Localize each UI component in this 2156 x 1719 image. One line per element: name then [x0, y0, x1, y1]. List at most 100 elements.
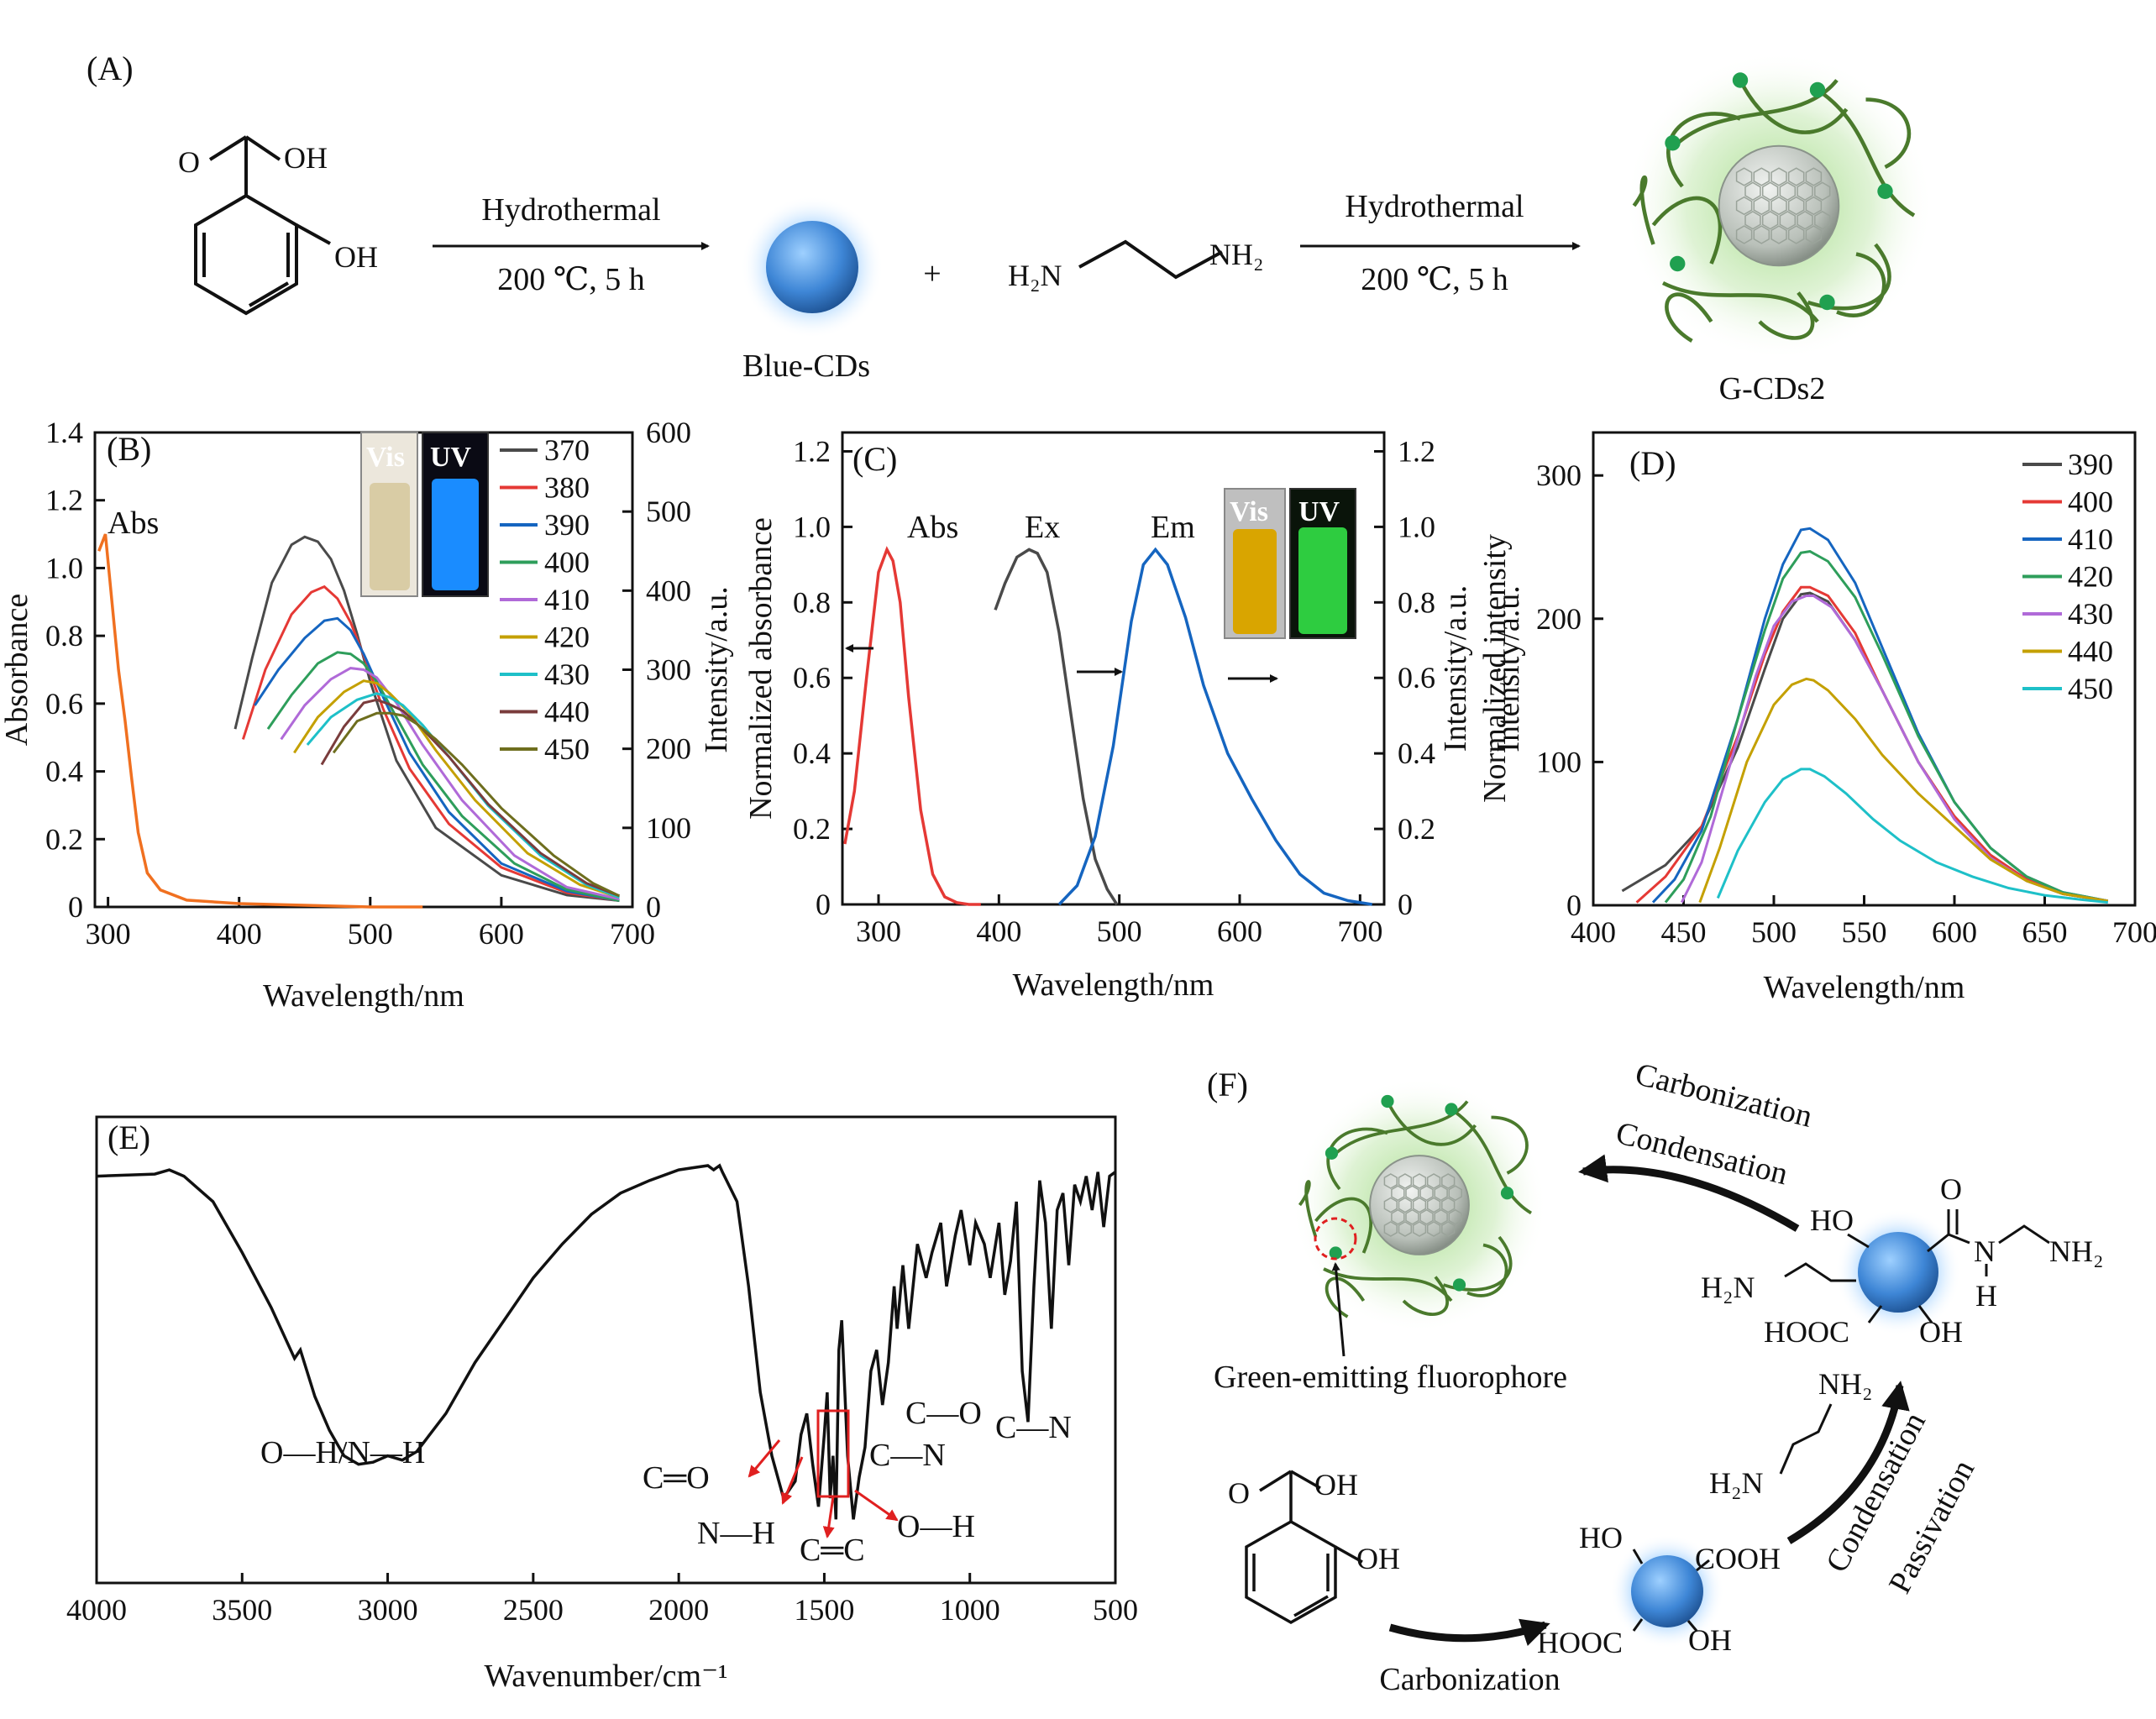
y-right-axis-title-b: Intensity/a.u.: [699, 586, 734, 752]
polymer-strand: [1661, 280, 1819, 323]
y-right-tick-label-c: 0.8: [1398, 585, 1435, 619]
x-tick-label-e: 1000: [940, 1593, 1000, 1627]
core-lattice-cell: [1398, 1197, 1413, 1213]
core-lattice-cell: [1770, 196, 1787, 216]
y-axis-title-d: Intensity/a.u.: [1491, 585, 1526, 752]
chem-oh-f-top: OH: [1919, 1315, 1963, 1349]
fluorophore-dot: [1877, 183, 1893, 199]
core-lattice-cell: [1426, 1173, 1441, 1189]
x-tick-label-b: 500: [348, 917, 393, 951]
polymer-strand: [1450, 1108, 1532, 1215]
legend-label-d-420: 420: [2068, 560, 2113, 594]
core-lattice-cell: [1744, 211, 1761, 230]
x-tick-label-d: 500: [1751, 915, 1797, 949]
annotation-e-6: C═C: [800, 1533, 865, 1568]
x-tick-label-d: 700: [2112, 915, 2156, 949]
core-lattice-cell: [1448, 1208, 1462, 1225]
chem-nh2-a: NH₂: [1209, 238, 1264, 271]
chem-oh-phenol-f-bottom: OH: [1356, 1542, 1400, 1575]
y-right-tick-label-c: 1.2: [1398, 434, 1435, 468]
uv-label-b: UV: [430, 442, 472, 473]
red-arrows-e: [748, 1439, 899, 1538]
x-tick-label-d: 650: [2022, 915, 2068, 949]
fluorophore-highlight: [1314, 1217, 1357, 1260]
core-lattice-cell: [1753, 167, 1770, 186]
plot-frame-e: [95, 1115, 1117, 1585]
legend-label-d-390: 390: [2068, 448, 2113, 481]
core-lattice-cell: [1412, 1173, 1427, 1189]
legend-label-d-410: 410: [2068, 522, 2113, 556]
chart-c: 300 400 500 600 700 0 0.2 0.4 0.6 0.8 1.0 1.2 0 0.2 0.…: [743, 431, 1513, 1003]
chem-ho-f-bottom: HO: [1579, 1521, 1623, 1554]
y-tick-label-c: 0.6: [793, 661, 831, 694]
core-lattice-cell: [1412, 1221, 1427, 1237]
series-line-b-430: [306, 692, 620, 899]
y-right-tick-label-b: 0: [646, 890, 661, 924]
core-lattice-cell: [1419, 1185, 1434, 1202]
chart-d: 400 450 500 550 600 650 700 0 100 200 300 Wavelengt…: [1491, 431, 2156, 1005]
core-lattice-cell: [1779, 181, 1797, 201]
series-line-b-400: [266, 651, 620, 902]
core-lattice-cell: [1405, 1208, 1419, 1225]
core-lattice-cell: [1805, 196, 1823, 216]
blue-cds-label: Blue-CDs: [742, 349, 870, 384]
core-lattice-cell: [1419, 1208, 1434, 1225]
polymer-strand: [1651, 196, 1723, 265]
y-tick-label-c: 0.4: [793, 736, 831, 770]
y-tick-label-c: 1.0: [793, 510, 831, 543]
fluorophore-dot: [1452, 1278, 1466, 1292]
chem-oh-acid-f-bottom: OH: [1314, 1468, 1358, 1502]
step-top-carbonization: Carbonization: [1632, 1056, 1816, 1135]
core-lattice-cell: [1383, 1221, 1398, 1237]
x-tick-label-b: 400: [217, 917, 262, 951]
core-lattice-cell: [1405, 1185, 1419, 1202]
legend-label-b-390: 390: [544, 508, 590, 542]
y-tick-label-c: 0: [816, 888, 831, 921]
polymer-strand: [1326, 1127, 1388, 1191]
annotation-e-1: C—O: [905, 1396, 982, 1431]
bottom-cd-dot: [1631, 1555, 1703, 1627]
core-lattice-cell: [1805, 225, 1823, 244]
y-tick-label-b: 0.2: [45, 822, 83, 856]
vis-label-b: Vis: [366, 442, 405, 473]
polymer-strand: [1466, 1243, 1508, 1297]
y-right-axis-title-c: Normalized intensity: [1477, 534, 1513, 803]
x-tick-label-e: 2500: [503, 1593, 564, 1627]
salicylic-acid-structure: [194, 135, 331, 316]
core-lattice-cell: [1787, 196, 1805, 216]
absorbance-line-b: [97, 533, 423, 909]
series-line-d-440: [1698, 677, 2109, 904]
fluorophore-pointer: [1331, 1262, 1346, 1357]
series-line-d-450: [1716, 768, 2108, 904]
panel-label-b: (B): [107, 430, 151, 468]
polymer-strand: [1325, 1276, 1366, 1318]
legend-label-d-440: 440: [2068, 635, 2113, 668]
x-tick-label-e: 1500: [794, 1593, 854, 1627]
y-right-tick-label-b: 100: [646, 811, 691, 845]
step-bottom-carbonization: Carbonization: [1379, 1662, 1560, 1697]
x-tick-label-c: 400: [976, 915, 1021, 948]
chart-e: 4000 3500 3000 2500 2000 1500 1000 500 Wavenumbe…: [66, 1115, 1138, 1694]
core-lattice-cell: [1761, 211, 1779, 230]
x-axis-title-b: Wavelength/nm: [263, 978, 464, 1014]
core-lattice-cell: [1391, 1208, 1405, 1225]
carbon-core: [1369, 1155, 1470, 1255]
core-lattice-cell: [1787, 225, 1805, 244]
x-axis-title-c: Wavelength/nm: [1013, 967, 1214, 1003]
y-tick-label-b: 1.0: [45, 551, 83, 584]
annotation-e-4: C═O: [643, 1460, 710, 1496]
carbon-core: [1718, 144, 1840, 267]
chem-o-f-top: O: [1940, 1172, 1962, 1206]
x-tick-label-c: 700: [1337, 915, 1382, 948]
step2-top-label: Hydrothermal: [1345, 189, 1524, 224]
core-lattice-cell: [1426, 1221, 1441, 1237]
core-lattice-cell: [1735, 167, 1753, 186]
polymer-strand: [1836, 252, 1886, 317]
y-right-tick-label-c: 0: [1398, 888, 1413, 921]
polymer-strand: [1738, 79, 1849, 134]
polymer-strand: [1865, 97, 1912, 170]
ftir-line-e: [96, 1163, 1117, 1520]
polymer-strand: [1402, 1276, 1449, 1316]
y-tick-label-b: 0: [68, 890, 83, 924]
core-lattice-cell: [1383, 1197, 1398, 1213]
